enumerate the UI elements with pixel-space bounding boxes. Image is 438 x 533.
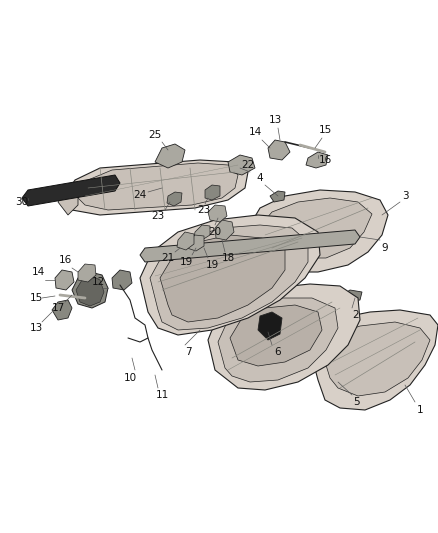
Text: 17: 17 [51,303,65,313]
Text: 10: 10 [124,373,137,383]
Polygon shape [215,220,234,240]
Text: 15: 15 [318,125,332,135]
Polygon shape [72,272,108,308]
Polygon shape [76,276,104,306]
Polygon shape [218,298,338,382]
Text: 23: 23 [152,211,165,221]
Polygon shape [208,284,360,390]
Text: 14: 14 [32,267,45,277]
Text: 4: 4 [257,173,263,183]
Text: 13: 13 [268,115,282,125]
Polygon shape [140,215,320,335]
Polygon shape [306,152,328,168]
Polygon shape [310,310,438,410]
Polygon shape [78,264,96,282]
Polygon shape [58,185,78,215]
Text: 13: 13 [29,323,42,333]
Polygon shape [167,192,182,206]
Polygon shape [230,305,322,366]
Text: 1: 1 [417,405,423,415]
Text: 23: 23 [198,205,211,215]
Text: 21: 21 [161,253,175,263]
Text: 12: 12 [92,277,105,287]
Polygon shape [260,198,372,258]
Polygon shape [112,270,132,290]
Text: 19: 19 [180,257,193,267]
Text: 6: 6 [275,347,281,357]
Polygon shape [177,232,194,250]
Polygon shape [55,270,74,290]
Text: 25: 25 [148,130,162,140]
Polygon shape [150,225,308,330]
Text: 11: 11 [155,390,169,400]
Polygon shape [160,235,285,322]
Text: 16: 16 [318,155,332,165]
Polygon shape [52,300,72,320]
Polygon shape [194,225,210,240]
Text: 16: 16 [58,255,72,265]
Polygon shape [62,160,248,215]
Text: 24: 24 [134,190,147,200]
Polygon shape [155,144,185,168]
Polygon shape [78,163,238,210]
Text: 18: 18 [221,253,235,263]
Polygon shape [187,235,204,251]
Text: 9: 9 [381,243,389,253]
Text: 20: 20 [208,227,222,237]
Polygon shape [270,191,285,202]
Polygon shape [140,230,360,262]
Text: 30: 30 [15,197,28,207]
Text: 15: 15 [29,293,42,303]
Text: 5: 5 [354,397,360,407]
Polygon shape [322,322,430,396]
Text: 22: 22 [241,160,254,170]
Polygon shape [22,175,120,206]
Polygon shape [208,205,227,222]
Polygon shape [250,190,388,272]
Polygon shape [228,155,255,175]
Text: 7: 7 [185,347,191,357]
Polygon shape [342,290,362,302]
Text: 19: 19 [205,260,219,270]
Text: 14: 14 [248,127,261,137]
Polygon shape [205,185,220,200]
Text: 2: 2 [353,310,359,320]
Text: 3: 3 [402,191,408,201]
Polygon shape [268,140,290,160]
Polygon shape [258,312,282,340]
